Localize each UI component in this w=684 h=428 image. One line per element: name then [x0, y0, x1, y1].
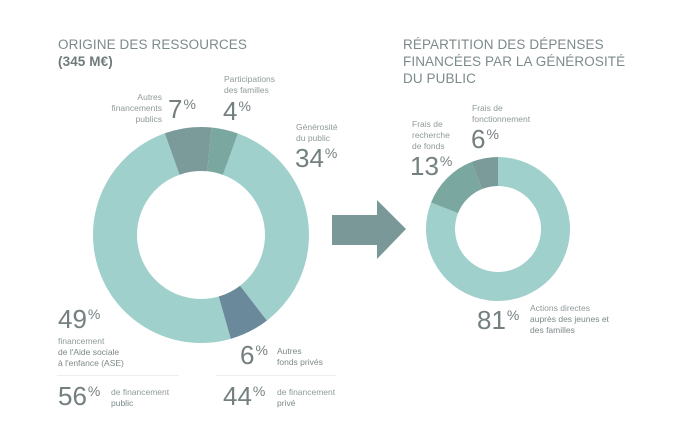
label-ase: financement de l'Aide sociale à l'enfanc…	[58, 336, 124, 369]
slice-financement-de-l-aide-sociale-a-l-enfance-ase	[93, 133, 231, 343]
pct-sign: %	[255, 342, 268, 358]
label-line: du public	[296, 133, 331, 143]
label-line: à l'enfance (ASE)	[58, 358, 124, 368]
label-autres-fonds-prives: Autres fonds privés	[277, 346, 323, 368]
label-line: de l'Aide sociale	[58, 347, 120, 357]
right-title-line-2: FINANCÉES PAR LA GÉNÉROSITÉ	[403, 54, 626, 69]
slice-participations-des-familles	[207, 127, 238, 175]
pct-sign: %	[238, 98, 251, 114]
label-line: Participations	[224, 74, 276, 84]
pct-value: 56	[58, 381, 87, 411]
slice-actions-directes-aupres-des-jeunes-et-des-familles	[426, 157, 570, 302]
divider-left	[57, 375, 179, 376]
label-line: financement	[58, 336, 105, 346]
label-line: Frais de	[412, 119, 443, 129]
left-title-text: ORIGINE DES RESSOURCES	[58, 37, 247, 52]
label-frais-recherche-fonds: Frais de recherche de fonds	[412, 119, 450, 152]
donut-origine-ressources	[93, 127, 310, 343]
donut-repartition-depenses	[426, 157, 570, 302]
right-title-line-1: RÉPARTITION DES DÉPENSES	[403, 37, 604, 52]
pct-sign: %	[486, 126, 499, 142]
label-line: public	[111, 398, 134, 408]
label-frais-fonctionnement: Frais de fonctionnement	[472, 103, 530, 125]
label-generosite-public: Générosité du public	[296, 122, 338, 144]
pct-ase: 49%	[58, 306, 100, 332]
left-chart-title: ORIGINE DES RESSOURCES (345 M€)	[58, 36, 247, 70]
pct-value: 44	[223, 381, 252, 411]
left-title-total: (345 M€)	[58, 54, 113, 69]
pct-sign: %	[252, 383, 266, 399]
pct-value: 81	[477, 305, 506, 335]
pct-total-prive: 44%	[223, 383, 265, 409]
pct-sign: %	[439, 153, 453, 169]
pct-actions-directes: 81%	[477, 307, 519, 333]
pct-sign: %	[87, 306, 101, 322]
pct-sign: %	[87, 383, 101, 399]
pct-generosite-public: 34%	[295, 145, 337, 171]
pct-value: 4	[223, 96, 238, 126]
slice-frais-de-fonctionnement	[471, 157, 498, 190]
pct-autres-financements-publics: 7%	[168, 96, 196, 122]
pct-participations-familles: 4%	[223, 98, 251, 124]
label-line: Générosité	[296, 122, 338, 132]
pct-sign: %	[506, 307, 520, 323]
label-line: de fonds	[412, 141, 445, 151]
label-line: financements	[111, 103, 162, 113]
label-line: auprès des jeunes et	[530, 314, 609, 324]
label-participations-familles: Participations des familles	[224, 74, 275, 96]
label-total-prive: de financement privé	[277, 387, 335, 409]
label-line: de financement	[277, 387, 336, 397]
label-line: publics	[135, 114, 162, 124]
label-line: des familles	[224, 85, 269, 95]
label-line: Frais de	[472, 103, 503, 113]
pct-value: 13	[410, 151, 439, 181]
slice-frais-de-recherche-de-fonds	[431, 162, 483, 214]
label-line: fonds privés	[277, 357, 323, 367]
divider-right	[216, 375, 336, 376]
slice-autres-financements-publics	[164, 127, 212, 175]
right-chart-title: RÉPARTITION DES DÉPENSES FINANCÉES PAR L…	[403, 36, 625, 87]
slice-generosite-du-public	[222, 133, 310, 321]
pct-value: 49	[58, 304, 87, 334]
label-total-public: de financement public	[111, 387, 169, 409]
slice-autres-fonds-prives	[218, 285, 267, 339]
pct-frais-recherche-fonds: 13%	[410, 153, 452, 179]
pct-value: 6	[240, 340, 255, 370]
pct-total-public: 56%	[58, 383, 100, 409]
label-actions-directes: Actions directes auprès des jeunes et de…	[530, 303, 609, 336]
pct-value: 7	[168, 94, 183, 124]
right-title-line-3: DU PUBLIC	[403, 71, 476, 86]
label-autres-financements-publics: Autres financements publics	[96, 92, 162, 125]
label-line: recherche	[412, 130, 450, 140]
pct-value: 6	[471, 124, 486, 154]
pct-sign: %	[324, 145, 338, 161]
pct-autres-fonds-prives: 6%	[240, 342, 268, 368]
label-line: de financement	[111, 387, 170, 397]
label-line: fonctionnement	[472, 114, 531, 124]
label-line: Autres	[137, 92, 162, 102]
label-line: privé	[277, 398, 296, 408]
pct-value: 34	[295, 143, 324, 173]
pct-sign: %	[183, 96, 196, 112]
pct-frais-fonctionnement: 6%	[471, 126, 499, 152]
label-line: Actions directes	[530, 303, 590, 313]
label-line: des familles	[530, 325, 575, 335]
label-line: Autres	[277, 346, 302, 356]
arrow-right-icon	[332, 200, 406, 259]
